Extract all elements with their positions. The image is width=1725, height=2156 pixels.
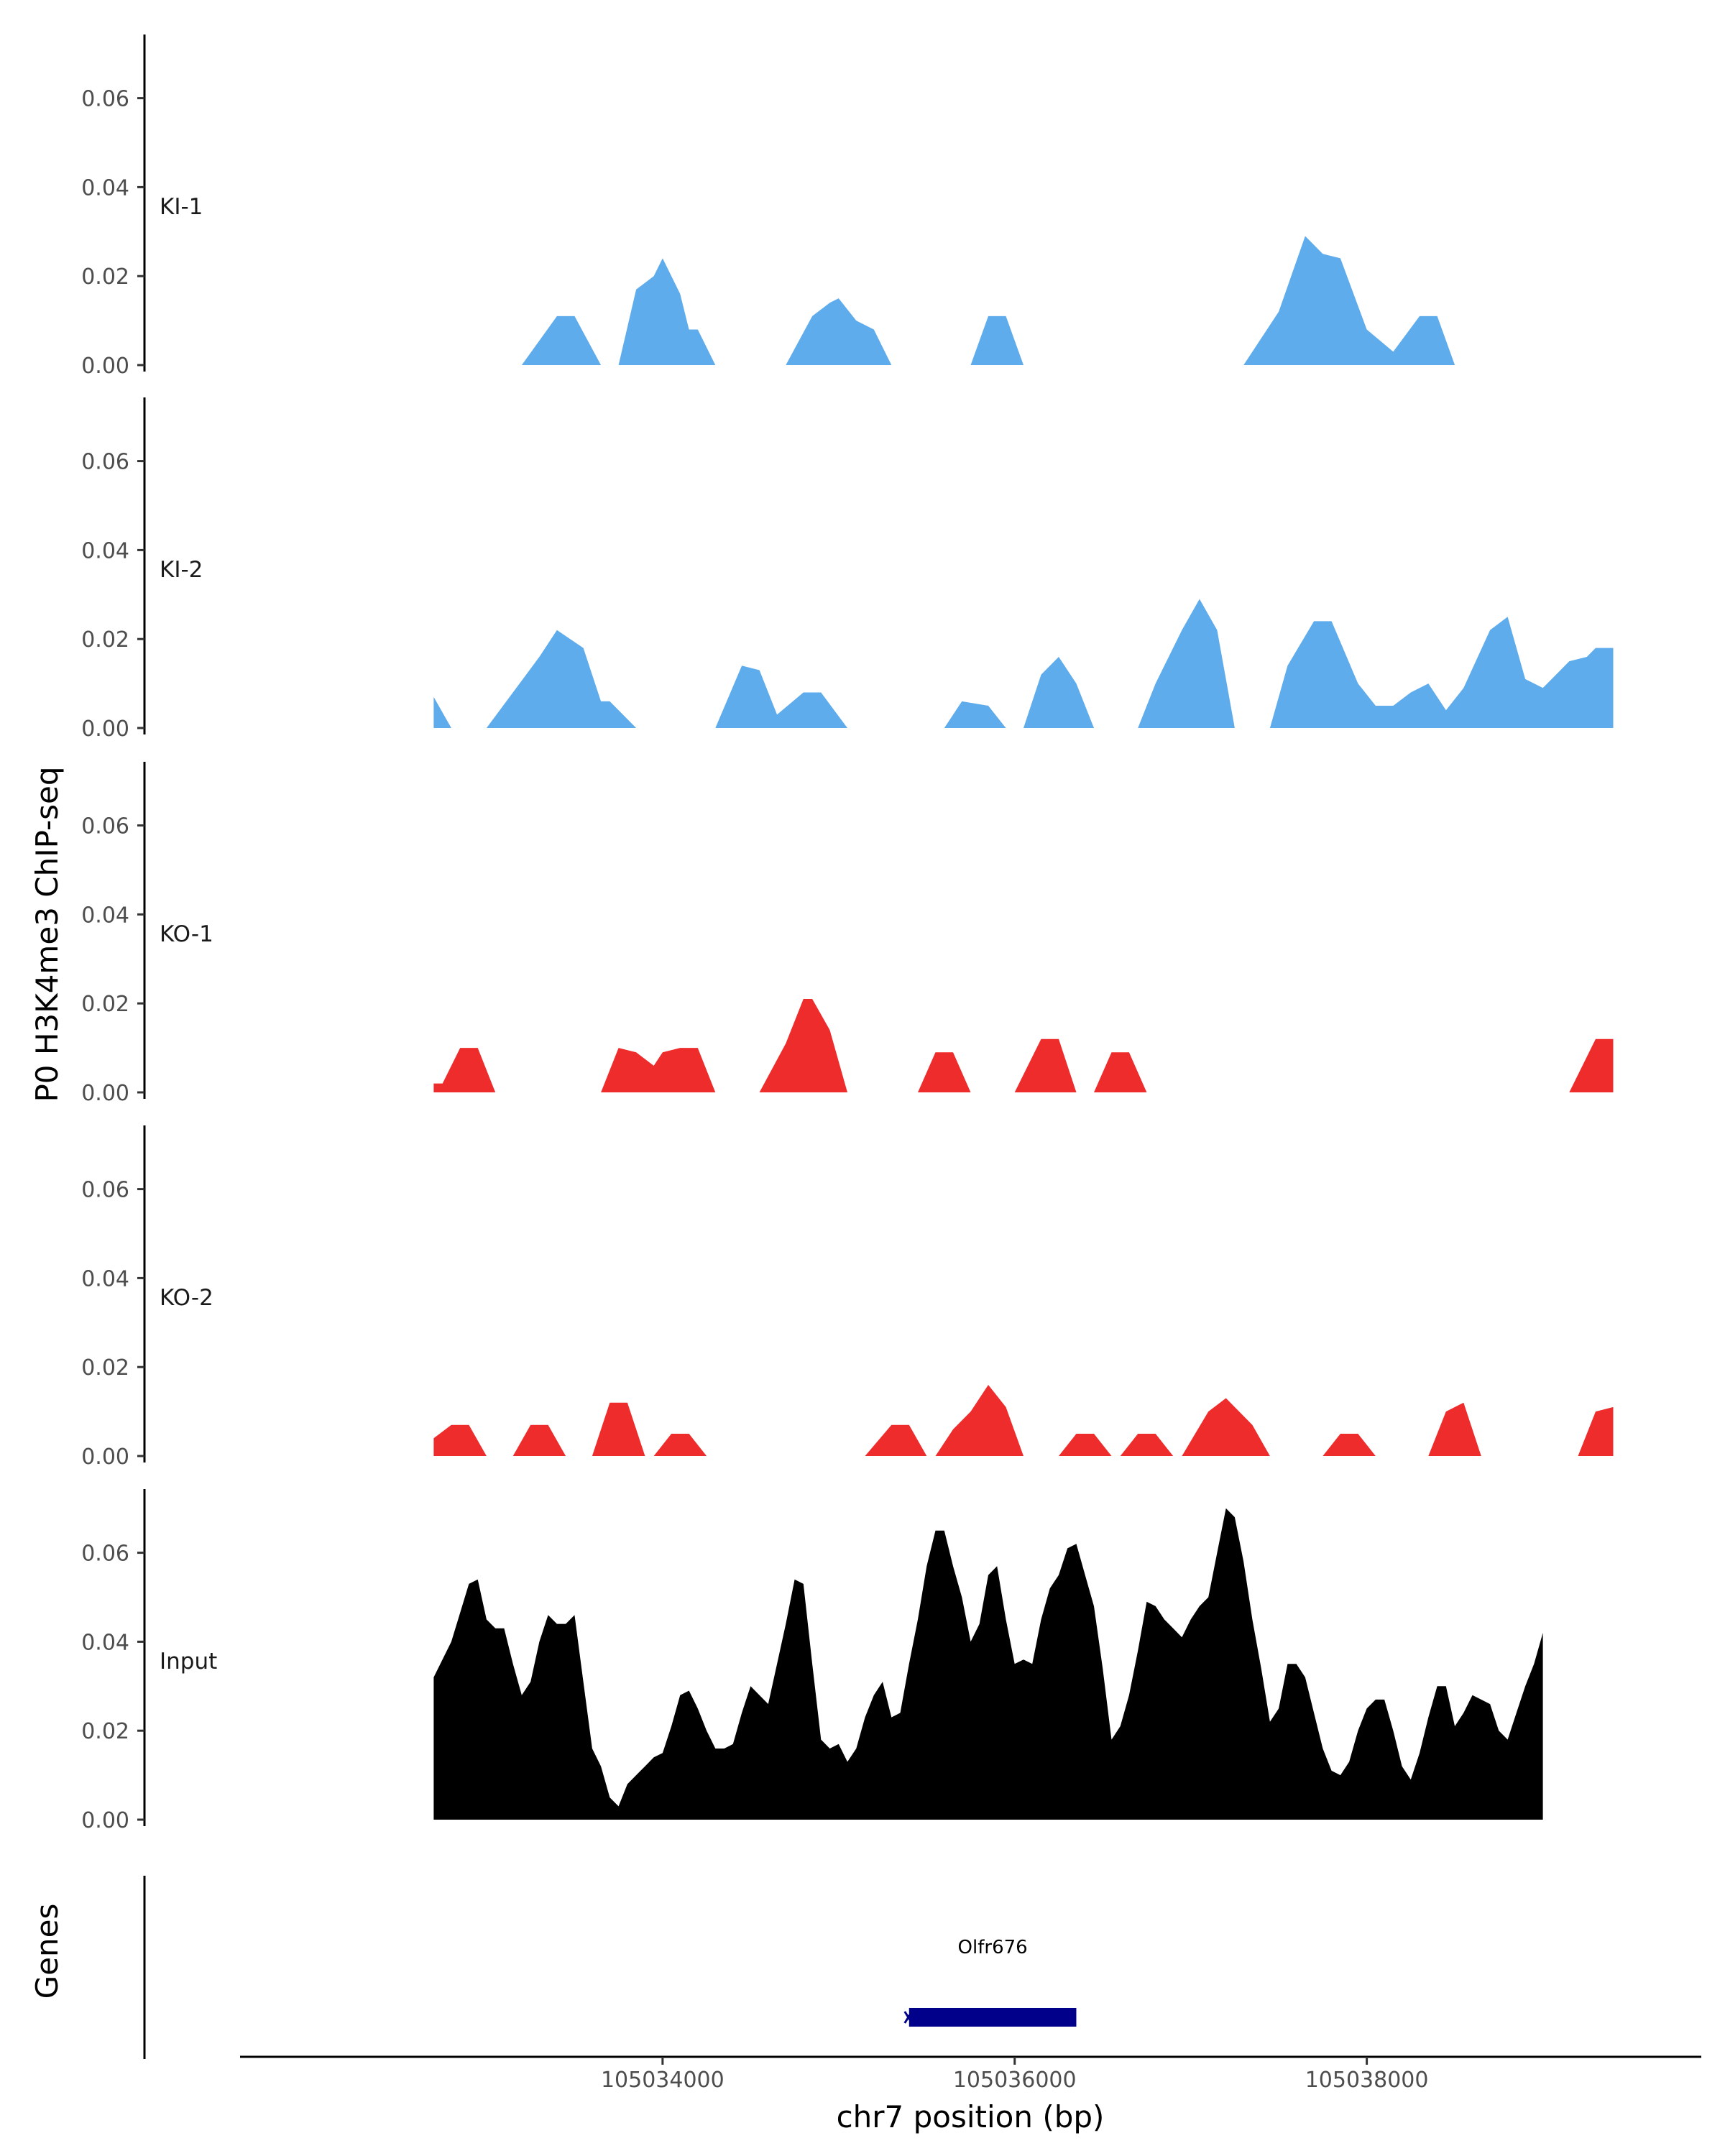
y-tick-label: 0.04: [81, 538, 129, 563]
y-tick-label: 0.04: [81, 175, 129, 201]
x-tick-label: 105038000: [1305, 2068, 1429, 2093]
y-tick-label: 0.02: [81, 627, 129, 653]
y-tick-label: 0.00: [81, 1445, 129, 1470]
signal-panels: 0.00 0.02 0.04 0.06 KI-1 0.00 0.02 0.04 0.06 KI-2…: [81, 34, 1614, 1833]
y-tick-label: 0.02: [81, 1719, 129, 1744]
x-axis-title: chr7 position (bp): [837, 2099, 1105, 2134]
track-label-input: Input: [160, 1649, 217, 1674]
gene-body: [908, 2008, 1077, 2027]
track-label-ko-1: KO-1: [160, 921, 213, 947]
y-tick-label: 0.00: [81, 354, 129, 379]
panel-ki-2: 0.00 0.02 0.04 0.06 KI-2: [81, 397, 1614, 742]
x-tick-label: 105034000: [601, 2068, 724, 2093]
y-tick-label: 0.06: [81, 450, 129, 475]
signal-area-ki-1: [521, 236, 1455, 365]
y-tick-label: 0.06: [81, 814, 129, 839]
signal-area-ko-1: [433, 999, 1614, 1092]
y-tick-label: 0.00: [81, 1081, 129, 1106]
genes-panel: Genes Olfr676: [29, 1876, 1077, 2059]
y-tick-label: 0.02: [81, 1355, 129, 1381]
y-tick-label: 0.04: [81, 903, 129, 928]
y-tick-label: 0.00: [81, 1808, 129, 1833]
y-tick-label: 0.02: [81, 992, 129, 1017]
signal-area-input: [433, 1508, 1543, 1820]
panel-input: 0.00 0.02 0.04 0.06 Input: [81, 1489, 1543, 1833]
gene-label: Olfr676: [958, 1937, 1028, 1958]
y-tick-label: 0.02: [81, 264, 129, 290]
x-tick-label: 105036000: [953, 2068, 1077, 2093]
y-tick-label: 0.04: [81, 1266, 129, 1291]
track-label-ki-1: KI-1: [160, 194, 203, 220]
gene-strand-marker: [903, 2011, 914, 2024]
genes-track-label: Genes: [29, 1904, 65, 1999]
panel-ki-1: 0.00 0.02 0.04 0.06 KI-1: [81, 34, 1455, 379]
track-label-ki-2: KI-2: [160, 557, 203, 583]
panel-ko-1: 0.00 0.02 0.04 0.06 KO-1: [81, 762, 1614, 1106]
y-axis-title: P0 H3K4me3 ChIP-seq: [29, 766, 65, 1102]
track-label-ko-2: KO-2: [160, 1285, 213, 1311]
y-tick-label: 0.00: [81, 717, 129, 742]
y-tick-label: 0.04: [81, 1630, 129, 1655]
signal-area-ko-2: [433, 1385, 1614, 1456]
y-tick-label: 0.06: [81, 1178, 129, 1203]
y-tick-label: 0.06: [81, 87, 129, 112]
y-tick-label: 0.06: [81, 1542, 129, 1567]
signal-area-ki-2: [433, 599, 1614, 728]
x-axis: 105034000 105036000 105038000: [240, 2055, 1701, 2093]
panel-ko-2: 0.00 0.02 0.04 0.06 KO-2: [81, 1125, 1614, 1470]
